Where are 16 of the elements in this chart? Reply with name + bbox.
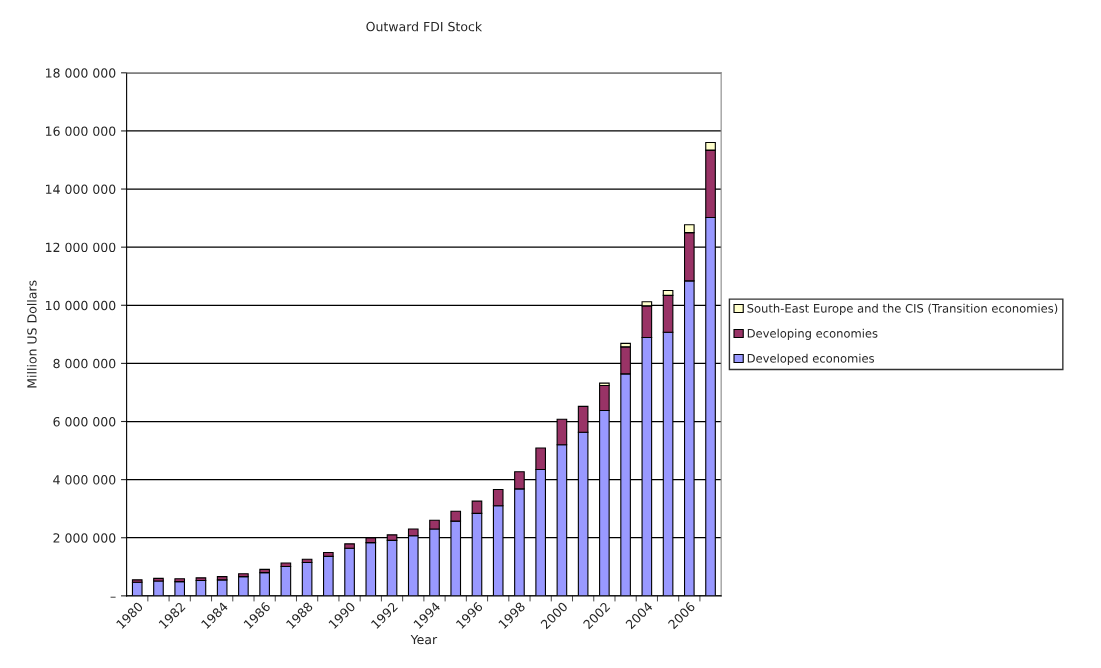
y-tick-label: 8 000 000 [53, 358, 116, 369]
y-tick-label: 14 000 000 [46, 184, 116, 194]
legend-label: Developing economies [747, 328, 878, 340]
x-axis-title: Year [410, 634, 438, 645]
y-tick-label: 6 000 000 [53, 416, 116, 427]
y-tick-label: 4 000 000 [53, 475, 116, 485]
y-axis-title: Million US Dollars [26, 280, 37, 388]
y-tick-label: 16 000 000 [46, 126, 116, 136]
legend-label: South-East Europe and the CIS (Transition economies) [747, 303, 1058, 315]
y-tick-label: 12 000 000 [46, 242, 116, 253]
y-tick-label: 2 000 000 [53, 533, 116, 543]
y-tick-label: 10 000 000 [46, 300, 116, 311]
y-tick-label: – [110, 596, 116, 598]
chart-title: Outward FDI Stock [366, 21, 483, 32]
legend-label: Developed economies [747, 353, 875, 365]
y-tick-label: 18 000 000 [46, 68, 116, 78]
